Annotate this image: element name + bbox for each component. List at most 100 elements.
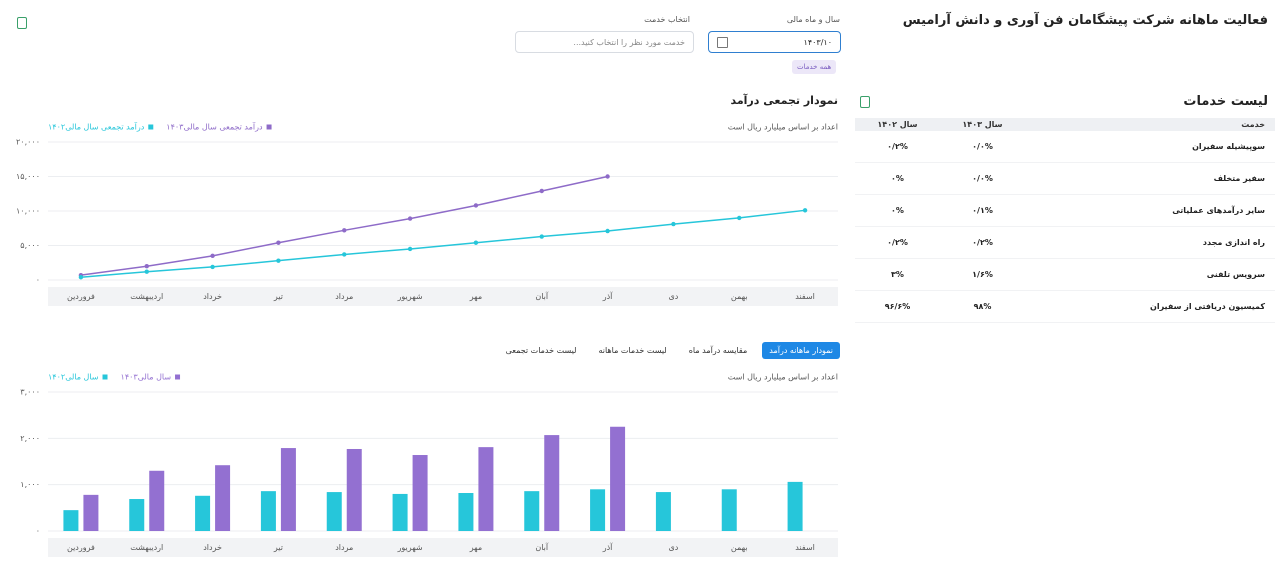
service-name: کمیسیون دریافتی از سفیران bbox=[1025, 290, 1275, 323]
line-series bbox=[80, 209, 806, 278]
tab[interactable]: مقایسه درآمد ماه bbox=[688, 346, 748, 355]
service-share: ۹۶/۶% bbox=[855, 290, 940, 323]
service-share: ۳% bbox=[855, 258, 940, 291]
x-tick-label: فروردین bbox=[67, 543, 95, 552]
service-share: ۰% bbox=[855, 194, 940, 227]
x-tick-label: بهمن bbox=[731, 543, 748, 552]
service-share: ۱/۶% bbox=[940, 258, 1025, 291]
legend-swatch bbox=[266, 124, 272, 130]
legend-swatch bbox=[148, 124, 154, 130]
service-name: سایر درآمدهای عملیاتی bbox=[1025, 194, 1275, 227]
table-row: سایر درآمدهای عملیاتی ۰/۱% ۰% bbox=[855, 194, 1275, 227]
export-icon[interactable] bbox=[17, 17, 27, 29]
legend-label: سال مالی۱۴۰۲ bbox=[48, 373, 99, 382]
line-point bbox=[605, 174, 610, 179]
service-name: سرویس تلفنی bbox=[1025, 258, 1275, 291]
x-tick-label: تیر bbox=[273, 292, 283, 301]
bar bbox=[655, 492, 671, 531]
x-tick-label: بهمن bbox=[731, 292, 748, 301]
column-header: سال ۱۴۰۲ bbox=[855, 118, 940, 131]
period-label: سال و ماه مالی bbox=[786, 15, 840, 24]
x-tick-label: آذر bbox=[602, 291, 613, 301]
bar bbox=[458, 493, 474, 531]
x-tick-label: آذر bbox=[602, 542, 613, 552]
service-share: ۰% bbox=[855, 162, 940, 195]
service-name: سوپیشیله سفیران bbox=[1025, 131, 1275, 163]
bar bbox=[478, 447, 494, 531]
y-tick-label: ۲,۰۰۰ bbox=[20, 434, 40, 443]
line-point bbox=[737, 215, 742, 221]
x-tick-label: مهر bbox=[469, 543, 482, 552]
service-placeholder: خدمت مورد نظر را انتخاب کنید... bbox=[573, 37, 685, 47]
legend-label: درآمد تجمعی سال مالی۱۴۰۳ bbox=[166, 122, 263, 132]
charts: نمودار تجمعی درآمد اعداد بر اساس میلیارد … bbox=[16, 93, 838, 557]
line-point bbox=[78, 275, 84, 280]
chart-note: اعداد بر اساس میلیارد ریال است bbox=[728, 123, 838, 132]
legend-label: درآمد تجمعی سال مالی۱۴۰۲ bbox=[48, 122, 145, 132]
bar bbox=[215, 465, 231, 531]
x-tick-label: فروردین bbox=[67, 292, 95, 301]
table-row: سفیر متخلف ۰/۰% ۰% bbox=[855, 162, 1275, 195]
tabs: نمودار ماهانه درآمد مقایسه درآمد ماه لیست … bbox=[499, 342, 840, 359]
line-point bbox=[802, 208, 808, 213]
service-share: ۰/۲% bbox=[855, 131, 940, 163]
x-tick-label: اسفند bbox=[795, 292, 815, 301]
y-tick-label: ۱۵,۰۰۰ bbox=[16, 172, 40, 181]
bar bbox=[83, 494, 99, 531]
y-tick-label: ۰ bbox=[36, 276, 40, 285]
x-axis-band bbox=[48, 287, 838, 306]
chart-note: اعداد بر اساس میلیارد ریال است bbox=[728, 373, 838, 382]
line-point bbox=[407, 246, 413, 252]
bar bbox=[63, 510, 79, 531]
x-tick-label: اسفند bbox=[795, 543, 815, 552]
filter-chip[interactable]: همه خدمات bbox=[792, 60, 837, 74]
table-title: لیست خدمات bbox=[1183, 94, 1268, 109]
x-tick-label: مرداد bbox=[335, 543, 353, 552]
export-icon[interactable] bbox=[860, 96, 870, 108]
column-header: خدمت bbox=[1025, 118, 1275, 131]
line-point bbox=[605, 228, 610, 234]
period-input[interactable]: ۱۴۰۳/۱۰ bbox=[708, 31, 841, 53]
line-point bbox=[539, 234, 544, 239]
y-tick-label: ۳,۰۰۰ bbox=[20, 388, 40, 397]
table-row: کمیسیون دریافتی از سفیران ۹۸% ۹۶/۶% bbox=[855, 290, 1275, 323]
x-tick-label: اردیبهشت bbox=[130, 292, 163, 301]
y-tick-label: ۵,۰۰۰ bbox=[20, 241, 40, 250]
service-share: ۰/۱% bbox=[940, 194, 1025, 227]
line-point bbox=[539, 188, 544, 194]
line-point bbox=[276, 240, 281, 245]
bar bbox=[787, 481, 803, 531]
line-point bbox=[671, 221, 676, 227]
y-tick-label: ۱۰,۰۰۰ bbox=[16, 207, 40, 216]
bar bbox=[392, 493, 408, 531]
table-header: خدمت سال ۱۴۰۳ سال ۱۴۰۲ bbox=[855, 118, 1275, 131]
tab[interactable]: لیست خدمات ماهانه bbox=[598, 346, 667, 355]
legend-swatch bbox=[175, 374, 181, 380]
service-select[interactable]: خدمت مورد نظر را انتخاب کنید... bbox=[515, 31, 694, 53]
bar bbox=[544, 435, 560, 531]
bar bbox=[149, 470, 165, 531]
service-share: ۰/۲% bbox=[940, 226, 1025, 259]
bar bbox=[326, 492, 342, 531]
bar bbox=[260, 491, 276, 531]
bar bbox=[610, 426, 626, 531]
bar bbox=[129, 499, 145, 531]
legend-swatch bbox=[102, 374, 108, 380]
service-label: انتخاب خدمت bbox=[644, 15, 690, 24]
y-tick-label: ۲۰,۰۰۰ bbox=[16, 138, 40, 147]
service-share: ۰/۲% bbox=[855, 226, 940, 259]
x-tick-label: دی bbox=[669, 543, 679, 552]
services-table: خدمت سال ۱۴۰۳ سال ۱۴۰۲ سوپیشیله سفیران ۰/۰%… bbox=[855, 118, 1275, 323]
line-point bbox=[473, 240, 479, 245]
x-tick-label: شهریور bbox=[397, 543, 423, 552]
page-title: فعالیت ماهانه شرکت پیشگامان فن آوری و دا… bbox=[902, 13, 1268, 28]
line-point bbox=[144, 264, 149, 269]
table-row: راه اندازی مجدد ۰/۲% ۰/۲% bbox=[855, 226, 1275, 259]
x-tick-label: آبان bbox=[535, 542, 549, 552]
x-axis-band bbox=[48, 538, 838, 557]
line-point bbox=[473, 203, 479, 208]
tab[interactable]: نمودار ماهانه درآمد bbox=[762, 342, 840, 359]
bar bbox=[590, 489, 606, 531]
tab[interactable]: لیست خدمات تجمعی bbox=[505, 346, 577, 355]
